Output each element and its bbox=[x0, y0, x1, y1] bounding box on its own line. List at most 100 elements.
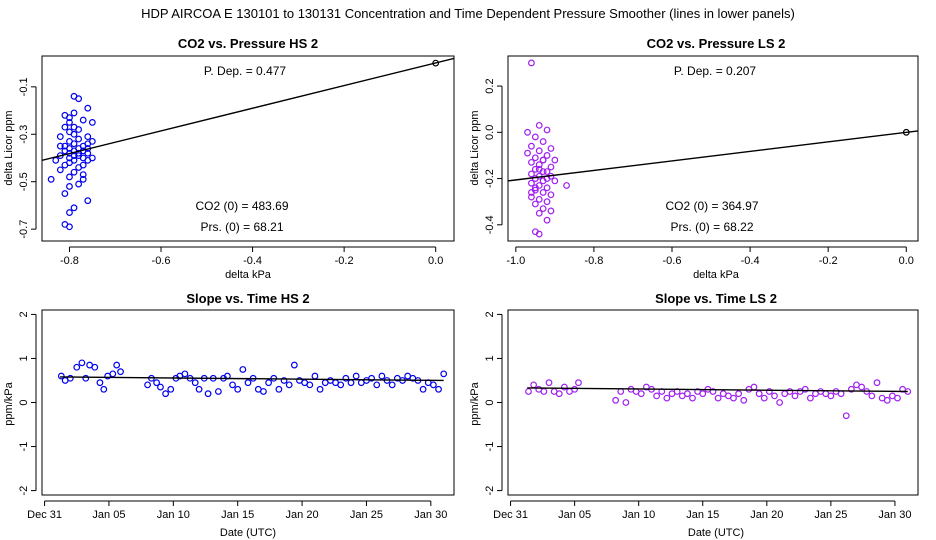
data-point bbox=[543, 168, 551, 176]
data-point bbox=[373, 381, 381, 389]
x-tick-label: Jan 20 bbox=[750, 509, 783, 521]
data-point bbox=[70, 130, 78, 138]
data-point bbox=[528, 189, 535, 196]
data-point bbox=[82, 374, 90, 382]
y-tick-label: 0.0 bbox=[484, 125, 496, 140]
data-point bbox=[771, 392, 778, 400]
plot-frame bbox=[41, 309, 455, 496]
data-point bbox=[551, 156, 559, 164]
data-point bbox=[530, 381, 538, 389]
data-point bbox=[735, 390, 743, 398]
data-point bbox=[543, 152, 551, 159]
x-tick-label: Jan 05 bbox=[558, 509, 591, 521]
data-point bbox=[524, 149, 531, 157]
data-point bbox=[239, 366, 247, 373]
fit-line bbox=[508, 130, 918, 182]
data-point bbox=[806, 394, 814, 402]
data-point bbox=[70, 204, 78, 212]
data-point bbox=[109, 370, 117, 378]
data-point bbox=[525, 388, 532, 395]
fit-line bbox=[527, 387, 908, 393]
data-point bbox=[543, 184, 551, 192]
x-axis-label: delta kPa bbox=[693, 269, 740, 281]
data-point bbox=[528, 142, 535, 150]
data-point bbox=[244, 379, 252, 387]
y-axis-label: delta Licor ppm bbox=[3, 110, 15, 185]
data-point bbox=[430, 381, 437, 389]
annotation-prs-0: Prs. (0) = 68.22 bbox=[670, 220, 753, 234]
data-point bbox=[868, 392, 876, 400]
x-axis-label: Date (UTC) bbox=[688, 527, 744, 539]
data-point bbox=[117, 368, 124, 376]
x-tick-label: Jan 15 bbox=[221, 509, 254, 521]
data-point bbox=[260, 388, 267, 395]
panel-title: Slope vs. Time LS 2 bbox=[655, 291, 777, 306]
data-point bbox=[79, 175, 87, 183]
data-point bbox=[539, 205, 547, 213]
data-point bbox=[84, 133, 92, 141]
data-point bbox=[539, 189, 547, 196]
data-point bbox=[229, 381, 236, 389]
data-point bbox=[528, 59, 535, 67]
data-point bbox=[84, 156, 92, 164]
data-point bbox=[535, 209, 543, 217]
fit-line bbox=[42, 57, 454, 162]
x-tick-label: -1.0 bbox=[506, 255, 525, 267]
data-point bbox=[70, 123, 78, 131]
data-point bbox=[167, 385, 175, 393]
data-point bbox=[73, 363, 81, 371]
x-axis-label: delta kPa bbox=[225, 269, 272, 281]
data-point bbox=[265, 379, 273, 387]
data-point bbox=[435, 385, 442, 393]
y-tick-label: -0.7 bbox=[18, 220, 30, 239]
data-point bbox=[66, 209, 73, 216]
y-tick-label: -0.3 bbox=[18, 125, 30, 144]
panel-co2-pressure-ls: CO2 vs. Pressure LS 2 P. Dep. = 0.207 CO… bbox=[469, 36, 919, 281]
data-point bbox=[663, 394, 671, 402]
data-point bbox=[61, 123, 69, 131]
panel-title: CO2 vs. Pressure LS 2 bbox=[647, 36, 786, 51]
data-point bbox=[612, 396, 620, 404]
y-tick-label: 2 bbox=[484, 311, 496, 317]
x-tick-label: -0.8 bbox=[60, 255, 79, 267]
origin-point bbox=[902, 128, 910, 136]
data-point bbox=[540, 388, 548, 395]
data-point bbox=[84, 197, 92, 205]
data-point bbox=[555, 390, 563, 398]
data-point bbox=[524, 128, 531, 136]
data-point bbox=[689, 394, 696, 402]
y-tick-label: 1 bbox=[18, 355, 30, 361]
x-tick-label: Jan 10 bbox=[622, 509, 655, 521]
data-point bbox=[440, 370, 448, 378]
data-point bbox=[153, 379, 160, 387]
data-point bbox=[750, 383, 758, 391]
x-tick-label: -0.2 bbox=[335, 255, 354, 267]
data-point bbox=[543, 126, 551, 134]
origin-point bbox=[432, 59, 440, 67]
data-point bbox=[56, 133, 64, 141]
x-tick-label: Jan 15 bbox=[686, 509, 719, 521]
data-point bbox=[79, 116, 87, 124]
data-point bbox=[539, 156, 547, 164]
data-point bbox=[560, 383, 568, 391]
data-point bbox=[70, 168, 78, 176]
data-point bbox=[842, 412, 850, 420]
x-tick-label: Jan 05 bbox=[92, 509, 125, 521]
data-point bbox=[419, 385, 427, 393]
data-point bbox=[84, 140, 92, 148]
data-point bbox=[66, 374, 74, 382]
x-tick-label: Jan 10 bbox=[157, 509, 190, 521]
data-point bbox=[75, 135, 83, 143]
data-point bbox=[622, 399, 630, 406]
data-point bbox=[531, 154, 539, 162]
data-point bbox=[79, 171, 87, 178]
annotation-co2-0: CO2 (0) = 364.97 bbox=[665, 199, 758, 213]
y-tick-label: 0 bbox=[18, 399, 30, 405]
data-point bbox=[528, 170, 535, 178]
data-point bbox=[75, 180, 83, 188]
data-point bbox=[388, 381, 396, 389]
data-point bbox=[699, 390, 707, 398]
data-point bbox=[214, 388, 222, 395]
data-point bbox=[91, 363, 99, 371]
panel-slope-time-hs: Slope vs. Time HS 2 Date (UTC) ppm/kPa D… bbox=[3, 291, 455, 539]
